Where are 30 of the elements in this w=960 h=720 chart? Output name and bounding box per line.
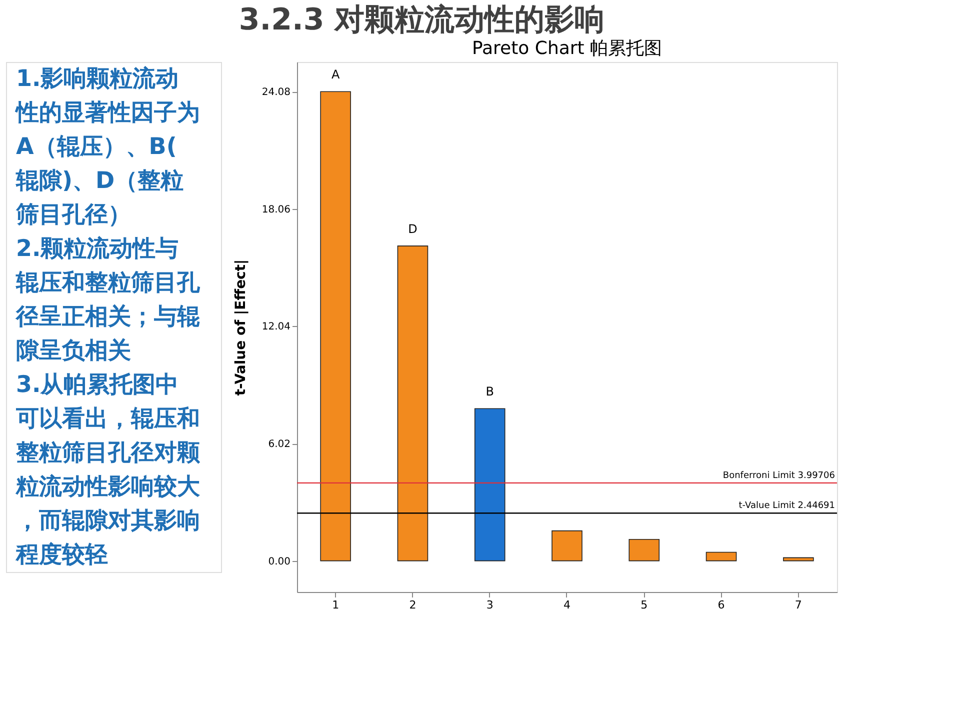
bar: [783, 557, 814, 562]
bar: [320, 91, 351, 562]
y-tick-label: 0.00: [268, 556, 290, 568]
y-tick-label: 18.06: [262, 204, 290, 216]
bar: [397, 246, 428, 562]
ref-line-label: t-Value Limit 2.44691: [738, 501, 835, 512]
x-tick-label: 4: [564, 598, 570, 612]
y-tick-label: 6.02: [268, 439, 290, 450]
x-tick-label: 6: [718, 598, 725, 612]
x-tick-label: 1: [332, 598, 340, 612]
ref-line-label: Bonferroni Limit 3.99706: [722, 470, 836, 481]
y-axis-title: t-Value of |Effect|: [232, 259, 249, 396]
annotation: B: [486, 384, 494, 399]
y-tick-label: 24.08: [262, 87, 290, 98]
chart-subtitle: Pareto Chart 帕累托图: [472, 38, 662, 59]
annotation: D: [408, 222, 418, 236]
x-tick-label: 5: [640, 598, 648, 612]
x-tick-label: 7: [794, 598, 802, 612]
x-tick-label: 3: [486, 598, 494, 612]
bar: [706, 552, 737, 562]
chart-title: 3.2.3 对颗粒流动性的影响: [238, 2, 605, 38]
bar: [628, 538, 660, 562]
text: 3.从帕累托图中可以看出，辊压和整粒筛目孔径对颗粒流动性影响较大，而辊隙对其影响程度较轻: [15, 372, 201, 568]
bar: [474, 408, 506, 562]
text: 1.影响颗粒流动性的显著性因子为A（辊压）、B(辊隙)、D（整粒筛目孔径）: [14, 65, 200, 228]
y-tick-label: 12.04: [262, 322, 290, 333]
text: 2.颗粒流动性与辊压和整粒筛目孔径呈正相关；与辊隙呈负相关: [15, 235, 201, 364]
bar: [552, 530, 582, 562]
annotation: A: [331, 68, 340, 82]
x-tick-label: 2: [409, 598, 416, 612]
